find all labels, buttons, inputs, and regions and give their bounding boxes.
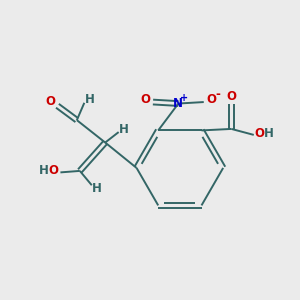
Text: N: N xyxy=(173,97,183,110)
Text: O: O xyxy=(254,127,264,140)
Text: O: O xyxy=(49,164,59,176)
Text: O: O xyxy=(226,91,236,103)
Text: O: O xyxy=(45,95,55,108)
Text: H: H xyxy=(39,164,49,176)
Text: O: O xyxy=(140,93,150,106)
Text: H: H xyxy=(264,127,274,140)
Text: H: H xyxy=(119,123,129,136)
Text: -: - xyxy=(216,88,220,101)
Text: O: O xyxy=(206,93,217,106)
Text: H: H xyxy=(92,182,102,195)
Text: H: H xyxy=(85,93,94,106)
Text: +: + xyxy=(180,93,188,103)
